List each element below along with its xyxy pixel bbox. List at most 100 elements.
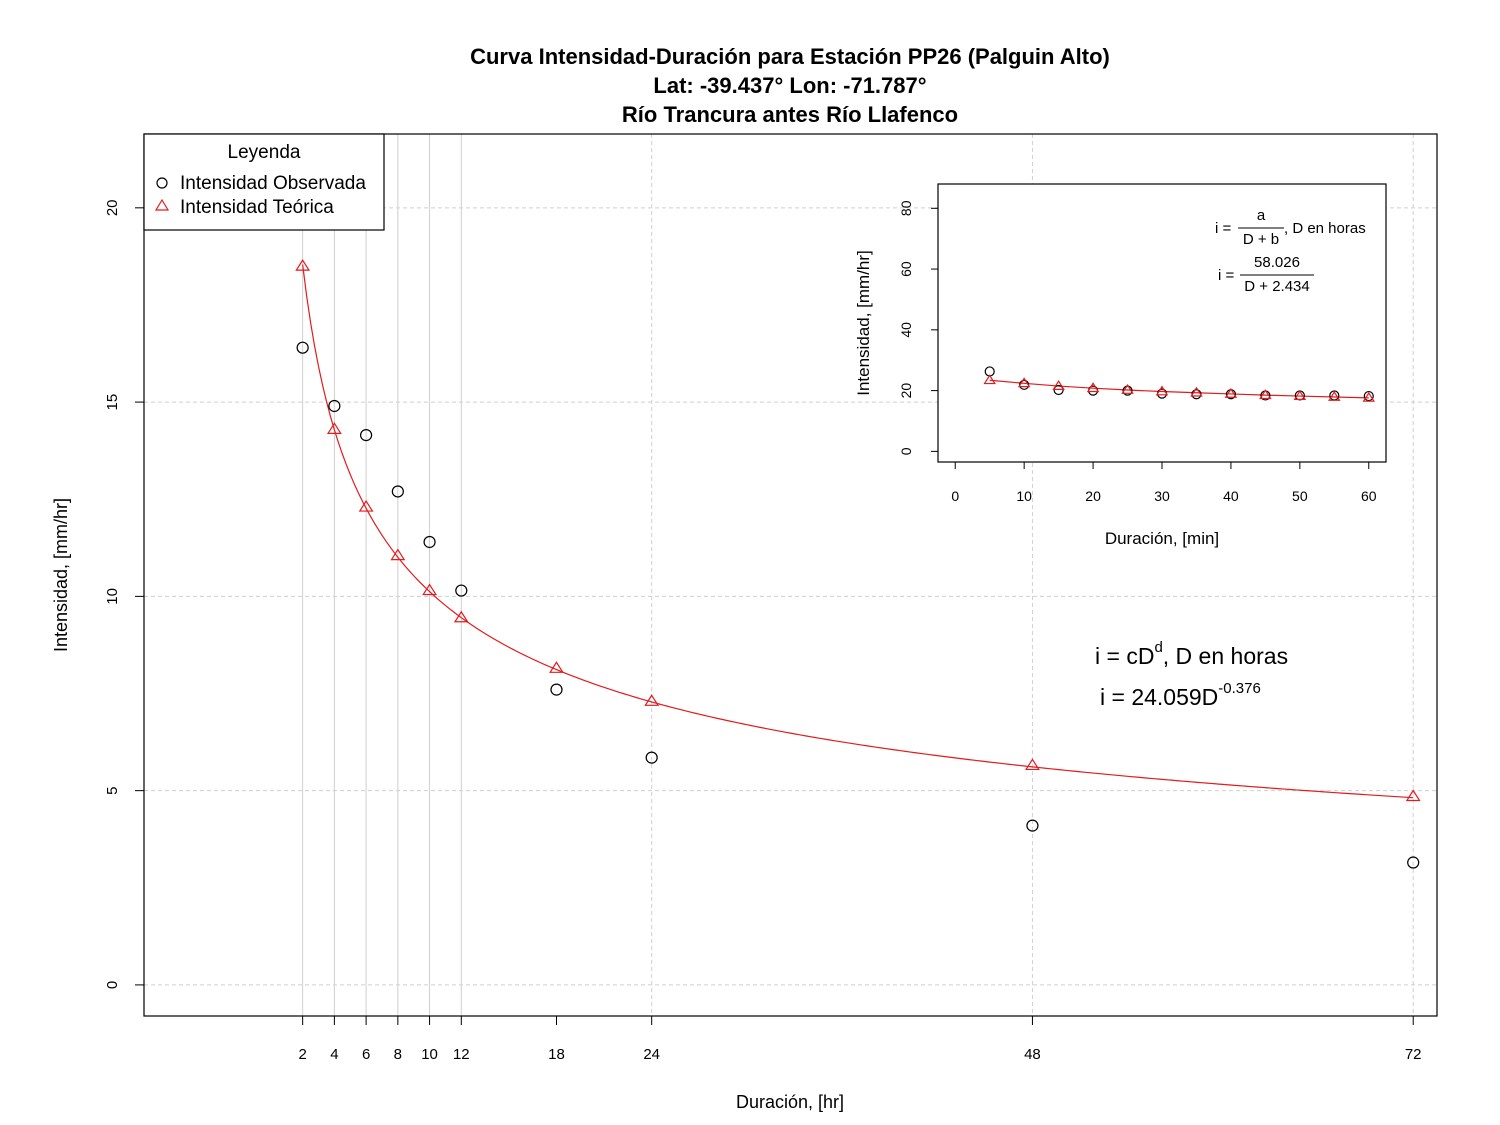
- main-point-observed: [1026, 819, 1039, 832]
- inset-fitted-equation: i = 58.026 D + 2.434: [1218, 254, 1314, 295]
- main-point-theoretical: [358, 499, 374, 512]
- legend-entry-observed: Intensidad Observada: [180, 173, 366, 194]
- power-law-fitted-exponent: -0.376: [1218, 680, 1261, 697]
- inset-x-tick-label: 20: [1085, 488, 1101, 504]
- inset-general-numerator: a: [1257, 207, 1266, 224]
- inset-points: [983, 366, 1376, 402]
- chart-subtitle-river: Río Trancura antes Río Llafenco: [622, 102, 958, 127]
- inset-fitted-numerator: 58.026: [1254, 254, 1300, 271]
- inset-general-suffix: , D en horas: [1284, 220, 1366, 237]
- inset-fitted-lhs: i =: [1218, 267, 1235, 284]
- main-x-axis-label: Duración, [hr]: [736, 1092, 844, 1112]
- power-law-fitted-equation: i = 24.059D-0.376: [1100, 680, 1261, 710]
- power-law-general-suffix: , D en horas: [1163, 643, 1288, 669]
- inset-point-observed: [1363, 390, 1374, 402]
- power-law-general: i = cD: [1095, 643, 1154, 669]
- power-law-equation: i = cDd, D en horas: [1095, 639, 1288, 669]
- legend-marker-observed: [156, 177, 168, 189]
- inset-point-observed: [1053, 384, 1064, 396]
- main-point-theoretical: [549, 661, 564, 673]
- inset-x-tick-label: 0: [951, 488, 959, 504]
- inset-point-theoretical: [1328, 390, 1341, 401]
- main-y-axis: 0 5 10 15 20: [104, 199, 144, 989]
- inset-fit-curve: [989, 379, 1369, 399]
- main-point-observed: [550, 683, 563, 696]
- inset-y-tick-label: 40: [898, 322, 914, 338]
- main-grid: [144, 134, 1437, 1016]
- inset-general-lhs: i =: [1215, 220, 1232, 237]
- inset-y-axis: 0 20 40 60 80: [898, 200, 938, 455]
- main-point-theoretical: [390, 548, 406, 561]
- legend: Leyenda Intensidad Observada Intensidad …: [143, 133, 385, 231]
- inset-point-theoretical: [1224, 387, 1238, 398]
- main-x-axis: 2 4 6 8 10 12 18 24 48 72: [298, 1016, 1422, 1063]
- inset-fitted-denominator: D + 2.434: [1244, 278, 1309, 295]
- main-x-tick-label: 2: [298, 1046, 306, 1063]
- inset-background: [938, 184, 1386, 462]
- power-law-general-exponent: d: [1154, 639, 1162, 656]
- main-point-theoretical: [422, 583, 437, 596]
- main-point-theoretical: [326, 422, 342, 434]
- main-point-theoretical: [644, 694, 660, 706]
- inset-point-theoretical: [1293, 390, 1307, 400]
- inset-x-tick-label: 10: [1016, 488, 1032, 504]
- main-x-tick-label: 8: [394, 1046, 402, 1063]
- main-x-tick-label: 4: [330, 1046, 338, 1063]
- inset-point-theoretical: [1052, 380, 1065, 390]
- main-point-observed: [296, 341, 309, 354]
- main-point-theoretical: [1025, 758, 1040, 771]
- legend-marker-theoretical: [154, 198, 170, 211]
- main-x-tick-label: 24: [643, 1046, 660, 1063]
- main-x-tick-label: 12: [453, 1046, 470, 1063]
- main-duration-lines: [302, 134, 462, 1016]
- chart-subtitle-coordinates: Lat: -39.437° Lon: -71.787°: [653, 73, 926, 98]
- inset-point-theoretical: [1155, 385, 1169, 396]
- main-point-observed: [328, 399, 341, 413]
- main-point-observed: [423, 535, 436, 549]
- main-y-tick-label: 10: [104, 588, 121, 605]
- main-y-axis-label: Intensidad, [mm/hr]: [51, 498, 71, 652]
- legend-title: Leyenda: [228, 142, 301, 163]
- main-x-tick-label: 18: [548, 1046, 565, 1063]
- inset-general-denominator: D + b: [1243, 231, 1279, 248]
- main-y-tick-label: 5: [104, 786, 121, 794]
- chart-title: Curva Intensidad-Duración para Estación …: [470, 44, 1110, 69]
- inset-x-axis: 0 10 20 30 40 50 60: [951, 462, 1377, 504]
- inset-y-tick-label: 20: [898, 383, 914, 399]
- main-point-observed: [391, 485, 404, 498]
- inset-x-tick-label: 40: [1223, 488, 1239, 504]
- main-point-observed: [1407, 856, 1420, 869]
- main-fit-curve: [302, 264, 1414, 799]
- legend-entry-theoretical: Intensidad Teórica: [180, 197, 334, 218]
- main-point-observed: [360, 429, 373, 442]
- legend-box: [143, 133, 385, 231]
- inset-point-theoretical: [1086, 382, 1100, 393]
- main-plot-frame: [143, 133, 1438, 1017]
- inset-fit-curve-group: [989, 379, 1369, 399]
- main-point-theoretical: [1405, 789, 1421, 802]
- inset-point-theoretical: [983, 374, 996, 385]
- inset-general-equation: i = a D + b , D en horas: [1215, 207, 1366, 248]
- inset-x-tick-label: 30: [1154, 488, 1170, 504]
- main-y-tick-label: 20: [104, 199, 121, 216]
- inset-point-theoretical: [1121, 383, 1134, 394]
- main-x-tick-label: 48: [1024, 1046, 1041, 1063]
- inset-x-axis-label: Duración, [min]: [1105, 529, 1219, 548]
- main-points: [295, 259, 1421, 869]
- inset-y-axis-label: Intensidad, [mm/hr]: [854, 250, 873, 396]
- inset-x-tick-label: 50: [1292, 488, 1308, 504]
- inset-point-theoretical: [1190, 386, 1203, 397]
- power-law-fitted: i = 24.059D: [1100, 684, 1218, 710]
- inset-x-tick-label: 60: [1361, 488, 1377, 504]
- main-point-theoretical: [295, 259, 311, 271]
- main-y-tick-label: 15: [104, 394, 121, 411]
- main-x-tick-label: 72: [1405, 1046, 1422, 1063]
- inset-y-tick-label: 0: [898, 447, 914, 455]
- main-x-tick-label: 10: [421, 1046, 438, 1063]
- main-point-theoretical: [453, 610, 469, 623]
- inset-point-theoretical: [1017, 377, 1031, 388]
- inset-point-theoretical: [1362, 391, 1376, 402]
- main-point-observed: [455, 584, 468, 597]
- main-x-tick-label: 6: [362, 1046, 370, 1063]
